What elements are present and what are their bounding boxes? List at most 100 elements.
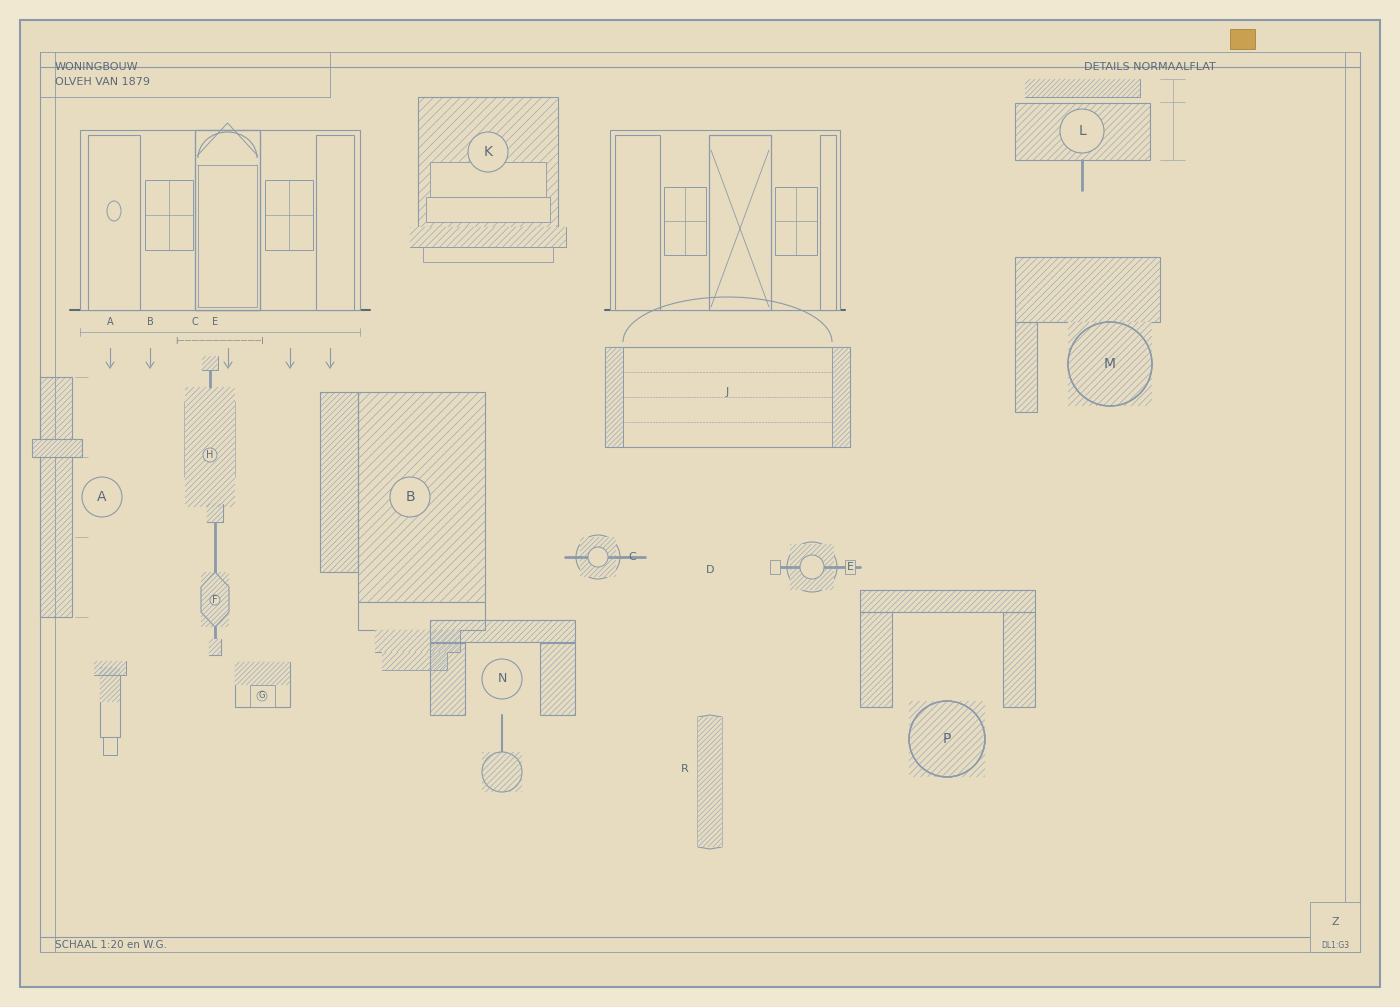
- Bar: [846, 560, 855, 574]
- Text: G: G: [259, 692, 265, 701]
- Circle shape: [83, 477, 122, 517]
- Bar: [430, 643, 465, 715]
- Bar: [94, 661, 126, 675]
- Bar: [909, 701, 986, 777]
- Bar: [99, 667, 120, 702]
- Bar: [430, 620, 575, 642]
- Bar: [1015, 103, 1149, 160]
- Bar: [321, 392, 358, 572]
- Bar: [605, 347, 623, 447]
- Bar: [860, 612, 892, 707]
- Bar: [615, 135, 659, 310]
- Bar: [202, 356, 218, 370]
- Polygon shape: [185, 387, 235, 507]
- Bar: [41, 377, 71, 617]
- Bar: [540, 643, 575, 715]
- Bar: [860, 612, 892, 707]
- Text: D: D: [706, 565, 714, 575]
- Bar: [790, 544, 834, 590]
- Bar: [1025, 79, 1140, 97]
- Text: A: A: [106, 317, 113, 327]
- Bar: [1015, 257, 1161, 322]
- Bar: [1015, 103, 1149, 160]
- Text: B: B: [405, 490, 414, 504]
- Bar: [235, 662, 290, 707]
- Circle shape: [799, 555, 825, 579]
- Bar: [770, 560, 780, 574]
- Text: DL1:G3: DL1:G3: [1322, 941, 1350, 950]
- Text: N: N: [497, 673, 507, 686]
- Circle shape: [258, 691, 267, 701]
- Bar: [419, 97, 559, 227]
- Text: E: E: [211, 317, 218, 327]
- Bar: [1015, 257, 1161, 322]
- Bar: [382, 652, 447, 670]
- Bar: [375, 630, 461, 652]
- Circle shape: [203, 448, 217, 462]
- Bar: [316, 135, 354, 310]
- Text: DETAILS NORMAALFLAT: DETAILS NORMAALFLAT: [1084, 62, 1215, 71]
- Circle shape: [210, 595, 220, 605]
- Bar: [430, 643, 465, 715]
- Circle shape: [482, 752, 522, 792]
- Text: H: H: [206, 450, 214, 460]
- Bar: [235, 662, 290, 685]
- Bar: [776, 187, 818, 255]
- Bar: [832, 347, 850, 447]
- Bar: [251, 685, 274, 707]
- Bar: [80, 130, 360, 310]
- Bar: [1025, 79, 1140, 97]
- Bar: [430, 162, 546, 197]
- Bar: [610, 130, 840, 310]
- Bar: [1002, 612, 1035, 707]
- Circle shape: [787, 542, 837, 592]
- Bar: [358, 392, 484, 602]
- Text: L: L: [1078, 124, 1086, 138]
- Bar: [32, 439, 83, 457]
- Text: M: M: [1105, 357, 1116, 371]
- Bar: [605, 347, 850, 447]
- Bar: [860, 590, 1035, 612]
- Bar: [1002, 612, 1035, 707]
- Bar: [580, 537, 616, 577]
- Bar: [419, 97, 559, 227]
- Bar: [860, 590, 1035, 612]
- Bar: [708, 135, 771, 310]
- Text: OLVEH VAN 1879: OLVEH VAN 1879: [55, 77, 150, 87]
- Bar: [265, 180, 314, 250]
- Circle shape: [391, 477, 430, 517]
- Circle shape: [909, 701, 986, 777]
- Circle shape: [1060, 109, 1105, 153]
- Text: E: E: [847, 562, 854, 572]
- Text: |————————————|: |————————————|: [175, 336, 265, 343]
- Bar: [88, 135, 140, 310]
- Bar: [41, 377, 71, 617]
- Bar: [207, 504, 223, 522]
- Bar: [1310, 902, 1359, 952]
- Text: K: K: [483, 145, 493, 159]
- Text: Z: Z: [1331, 917, 1338, 927]
- Bar: [375, 630, 461, 652]
- Bar: [358, 392, 484, 602]
- Bar: [382, 652, 447, 670]
- Bar: [185, 387, 235, 507]
- Text: SCHAAL 1:20 en W.G.: SCHAAL 1:20 en W.G.: [55, 940, 167, 950]
- Bar: [202, 356, 218, 370]
- Bar: [423, 247, 553, 262]
- Text: A: A: [97, 490, 106, 504]
- Bar: [605, 347, 623, 447]
- Polygon shape: [699, 715, 722, 849]
- Bar: [209, 639, 221, 655]
- Text: F: F: [213, 595, 218, 605]
- Text: J: J: [725, 387, 729, 397]
- Bar: [99, 667, 120, 737]
- Bar: [195, 130, 260, 310]
- Circle shape: [588, 547, 608, 567]
- Circle shape: [482, 659, 522, 699]
- Bar: [430, 620, 575, 642]
- Bar: [540, 643, 575, 715]
- Bar: [32, 439, 83, 457]
- Bar: [1231, 29, 1254, 49]
- Polygon shape: [202, 572, 230, 627]
- Text: C: C: [629, 552, 636, 562]
